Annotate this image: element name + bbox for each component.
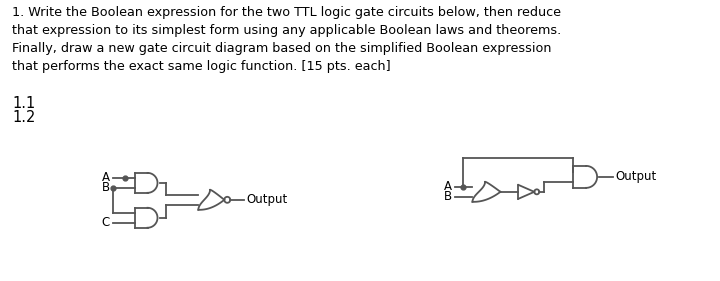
Text: 1.2: 1.2 bbox=[12, 110, 35, 125]
Text: Output: Output bbox=[246, 193, 287, 206]
Text: 1. Write the Boolean expression for the two TTL logic gate circuits below, then : 1. Write the Boolean expression for the … bbox=[12, 6, 561, 73]
Text: B: B bbox=[444, 190, 451, 203]
Text: 1.1: 1.1 bbox=[12, 96, 35, 111]
Text: A: A bbox=[102, 171, 109, 184]
Text: C: C bbox=[102, 216, 109, 229]
Text: B: B bbox=[102, 181, 109, 194]
Text: Output: Output bbox=[615, 170, 657, 183]
Text: A: A bbox=[444, 180, 451, 193]
